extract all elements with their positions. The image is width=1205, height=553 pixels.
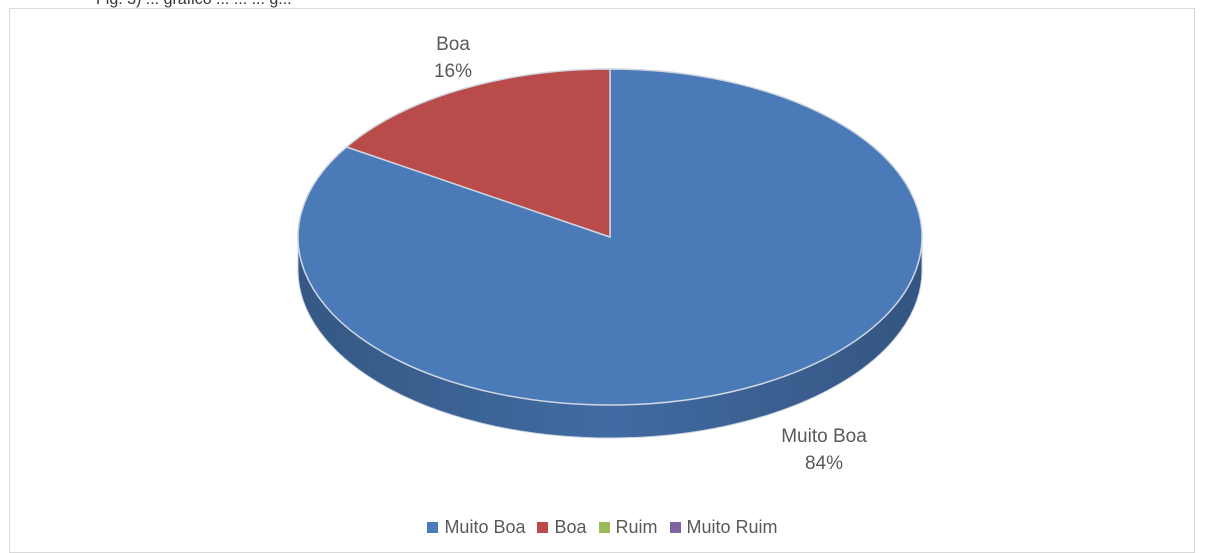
legend-swatch-boa [537,521,549,533]
legend-item-muito-ruim: Muito Ruim [669,516,778,538]
legend-label-muito-ruim: Muito Ruim [686,516,778,537]
legend-item-boa: Boa [537,516,587,538]
pie-labels: Boa 16% Muito Boa 84% [434,34,867,474]
legend-swatch-ruim [598,521,610,533]
pie-top-face [297,68,923,406]
pie-slice-boa [345,68,611,239]
legend-swatch-muito-ruim [669,521,681,533]
data-label-percent-muito-boa: 84% [805,453,843,474]
data-label-percent-boa: 16% [434,61,472,82]
pie-slice-muito-boa [297,68,923,406]
legend-item-muito-boa: Muito Boa [427,517,525,538]
legend-label-muito-boa: Muito Boa [444,516,526,537]
chart-legend: Muito Boa Boa Ruim Muito Ruim [0,514,1205,540]
data-label-name-muito-boa: Muito Boa [781,426,867,447]
legend-item-ruim: Ruim [598,516,658,538]
caption-fragment: Fig. 3) ... gráfico ... ... ... g... [96,0,292,9]
legend-swatch-muito-boa [427,521,439,533]
cropped-caption-text: Fig. 3) ... gráfico ... ... ... g... [0,0,1205,10]
legend-label-boa: Boa [554,516,587,537]
data-label-name-boa: Boa [436,34,470,55]
legend-label-ruim: Ruim [615,516,658,537]
